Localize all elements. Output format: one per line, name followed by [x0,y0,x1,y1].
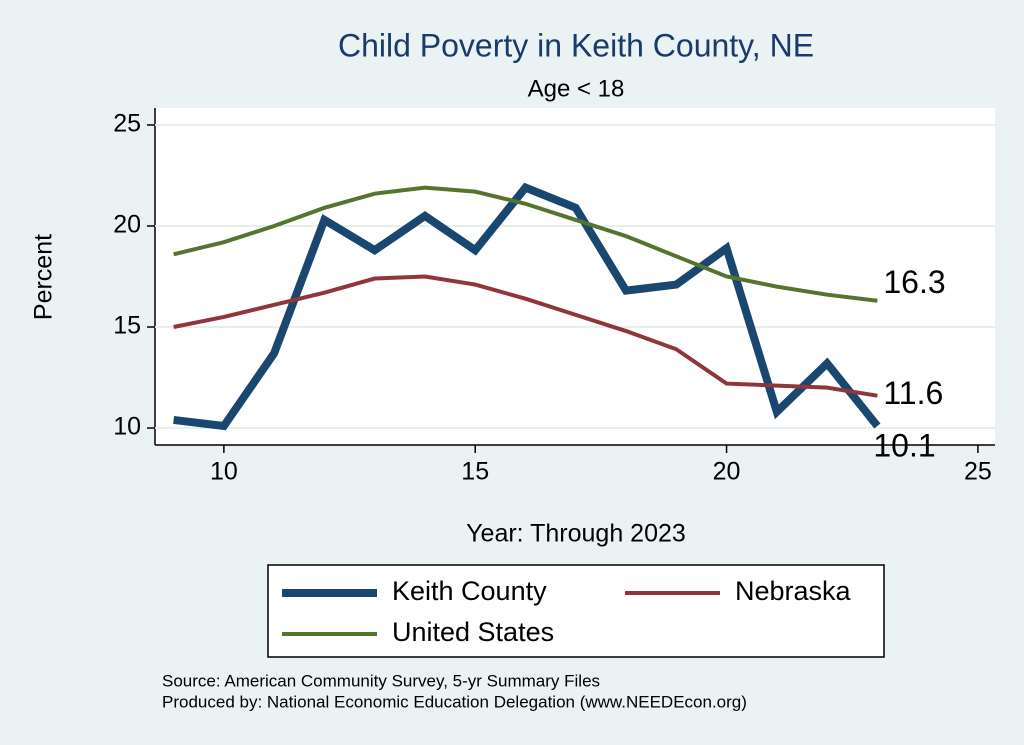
legend-label: Nebraska [735,576,852,606]
end-label: 16.3 [883,264,945,300]
y-tick-label: 10 [113,413,141,441]
y-tick-label: 15 [113,312,141,340]
legend [267,564,885,658]
series-line [173,185,878,303]
source-note: Source: American Community Survey, 5-yr … [162,671,600,690]
plot-area [155,108,995,445]
end-label: 10.1 [873,427,935,463]
source-note: Produced by: National Economic Education… [162,692,747,711]
legend-label: United States [392,617,554,647]
chart-title: Child Poverty in Keith County, NE [338,27,814,63]
series-line [173,274,878,398]
x-axis-title: Year: Through 2023 [466,520,686,548]
series-line [173,182,881,431]
x-tick-label: 15 [461,458,489,486]
x-tick-label: 20 [713,458,741,486]
y-axis-title: Percent [30,234,58,320]
x-tick-label: 25 [964,458,992,486]
y-tick-label: 20 [113,211,141,239]
legend-label: Keith County [392,576,547,606]
chart-subtitle: Age < 18 [528,75,625,102]
end-label: 11.6 [883,375,943,411]
y-tick-label: 25 [113,110,141,138]
x-tick-label: 10 [210,458,238,486]
